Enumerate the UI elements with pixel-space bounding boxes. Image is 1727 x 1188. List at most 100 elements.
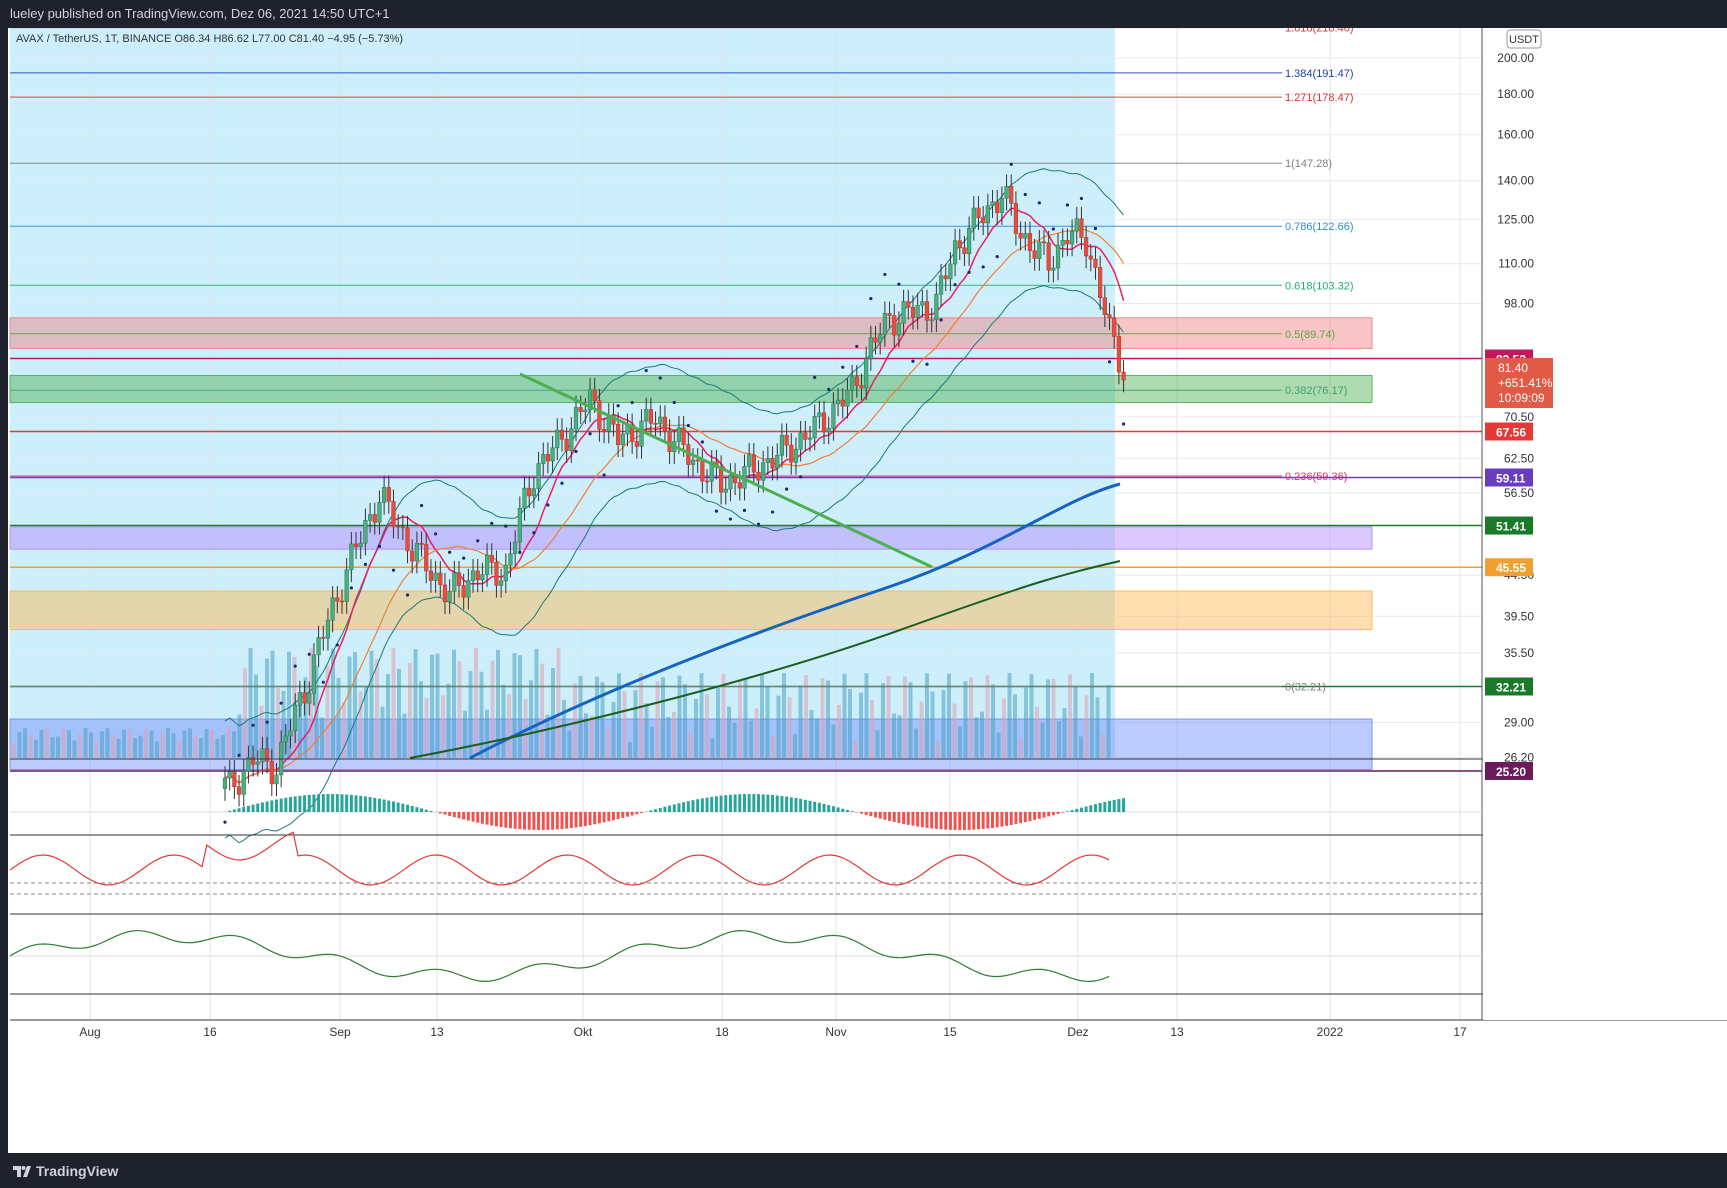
macd-histogram-bar [981, 812, 985, 829]
macd-histogram-bar [888, 812, 892, 821]
volume-bar [331, 648, 335, 758]
macd-histogram-bar [747, 794, 751, 812]
candle-body [405, 527, 410, 552]
volume-bar [364, 687, 368, 758]
psar-dot [293, 664, 297, 668]
volume-bar [155, 741, 159, 758]
fib-label: 0.5(89.74) [1285, 329, 1335, 341]
volume-bar [281, 690, 286, 758]
tradingview-logo-icon [13, 1166, 31, 1177]
chart-area[interactable]: 1.618(218.40) 1.384(191.47) 1.271(178.47) 1… [8, 23, 1727, 1153]
candle-body [948, 263, 953, 280]
candle-body [920, 301, 925, 306]
fibonacci-levels: 1.618(218.40) 1.384(191.47) 1.271(178.47) 1… [10, 23, 1354, 693]
candle-body [1037, 241, 1042, 259]
candle-body [962, 247, 967, 255]
candle-body [442, 584, 448, 603]
psar-dot [644, 368, 648, 373]
macd-histogram-bar [817, 802, 821, 812]
candle-body [761, 462, 766, 481]
macd-histogram-bar [691, 800, 695, 812]
macd-histogram-bar [1014, 812, 1018, 825]
level-label-box [1485, 558, 1533, 577]
candle-body [386, 487, 391, 502]
candle-body [250, 757, 256, 765]
psar-dot [462, 556, 466, 560]
level-label: 51.41 [1496, 520, 1526, 534]
volume-bar [578, 675, 583, 758]
macd-histogram-bar [686, 801, 690, 812]
rsi-line [9, 831, 1110, 886]
macd-histogram-bar [700, 798, 704, 812]
volume-bar [347, 656, 352, 758]
candle-body [480, 574, 485, 581]
macd-histogram-bar [827, 805, 831, 812]
candle-body [826, 428, 831, 433]
macd-histogram-bar [724, 795, 728, 812]
psar-dot [307, 652, 311, 656]
macd-histogram-bar [363, 796, 367, 812]
macd-histogram-bar [1009, 812, 1013, 825]
candle-body [391, 501, 396, 527]
volume-bars [12, 648, 1111, 758]
psar-dot [939, 318, 943, 322]
macd-histogram-bar [560, 812, 564, 830]
volume-bar [754, 708, 759, 758]
macd-histogram-bar [714, 796, 718, 812]
macd-histogram-bar [303, 795, 307, 812]
macd-histogram-bar [958, 812, 962, 830]
candle-body [957, 240, 962, 249]
macd-histogram-bar [340, 794, 344, 812]
volume-bar [72, 740, 77, 758]
psar-dot [883, 272, 887, 277]
volume-bar [408, 662, 412, 758]
volume-bar [210, 729, 214, 758]
candle-body [419, 543, 424, 545]
candle-body [648, 409, 653, 424]
volume-bar [105, 728, 110, 758]
macd-histogram-bar [565, 812, 569, 829]
volume-bar [215, 738, 220, 758]
candle-body [700, 460, 705, 482]
psar-dot [448, 550, 452, 554]
volume-bar [1002, 698, 1006, 758]
macd-histogram-bar [583, 812, 587, 827]
macd-histogram-bar [462, 812, 466, 820]
volume-bar [413, 649, 418, 758]
psar-dot [1051, 227, 1055, 231]
chart-canvas[interactable]: 1.618(218.40) 1.384(191.47) 1.271(178.47) 1… [8, 23, 1727, 1153]
macd-histogram-bar [504, 812, 508, 828]
time-tick-label: 17 [1453, 1025, 1467, 1039]
candle-body [307, 693, 312, 704]
volume-bar [485, 709, 489, 758]
psar-dot [686, 423, 690, 428]
level-label-box [1485, 422, 1533, 441]
volume-bar [650, 726, 654, 758]
volume-bar [507, 694, 511, 758]
volume-bar [947, 673, 951, 758]
macd-histogram-bar [406, 804, 410, 812]
currency-label[interactable]: USDT [1506, 29, 1542, 49]
macd-histogram-bar [948, 812, 952, 830]
volume-bar [259, 705, 264, 758]
volume-bar [848, 688, 852, 758]
volume-bar [815, 718, 819, 758]
macd-histogram-bar [920, 812, 924, 828]
macd-histogram-bar [317, 794, 321, 812]
fib-label: 1.384(191.47) [1285, 68, 1354, 80]
volume-bar [919, 701, 924, 758]
volume-bar [149, 730, 154, 758]
volume-bar [446, 683, 451, 758]
candle-body [821, 412, 827, 433]
psar-dot [700, 440, 704, 444]
psar-dot [335, 643, 339, 647]
volume-bar [826, 680, 830, 758]
volume-bar [402, 713, 407, 758]
candle-body [569, 428, 574, 451]
volume-bar [573, 683, 577, 758]
candle-body [1023, 233, 1028, 239]
candle-body [1098, 267, 1103, 299]
candle-body [377, 502, 382, 523]
psar-dot [925, 362, 929, 366]
macd-histogram-bar [429, 810, 433, 812]
